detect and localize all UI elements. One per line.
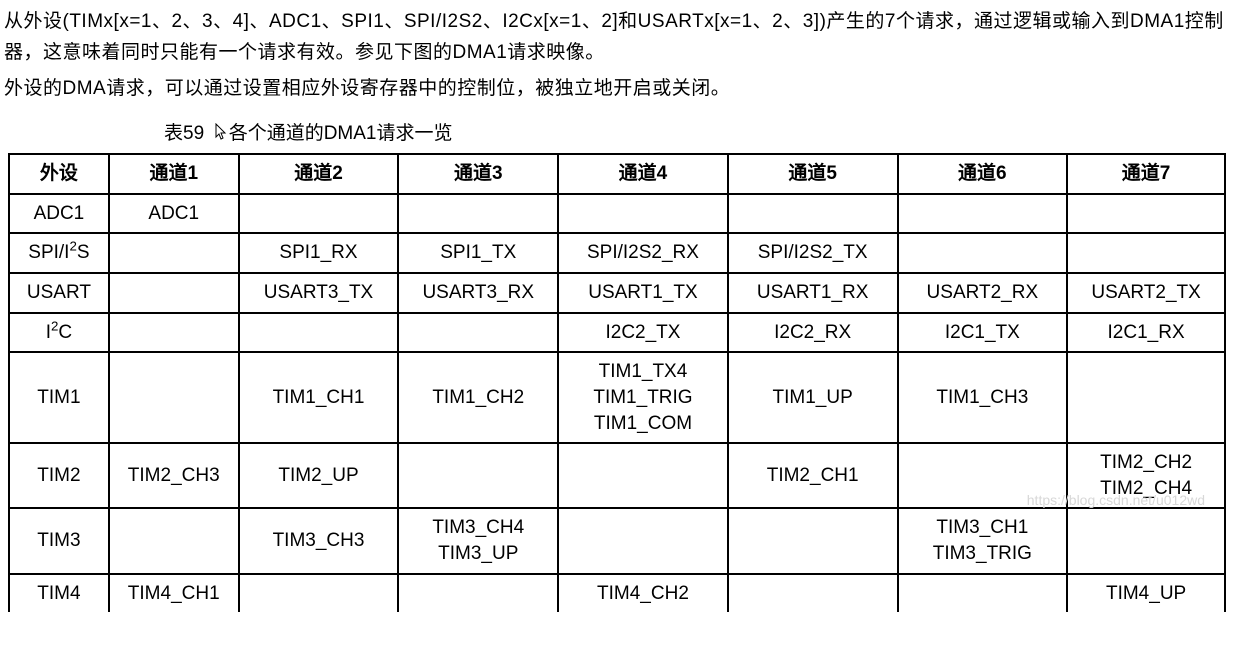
cell: TIM2_CH1 (728, 443, 898, 508)
row-label: SPI/I2S (9, 233, 109, 273)
cell: TIM1_UP (728, 352, 898, 443)
table-row: ADC1ADC1 (9, 194, 1225, 234)
cell (239, 313, 399, 353)
header-ch4: 通道4 (558, 154, 728, 194)
cell (398, 443, 558, 508)
cell: TIM3_CH4TIM3_UP (398, 508, 558, 573)
cell: USART3_RX (398, 273, 558, 313)
cell (728, 194, 898, 234)
cell: I2C2_TX (558, 313, 728, 353)
cell: I2C2_RX (728, 313, 898, 353)
table-body: ADC1ADC1SPI/I2S SPI1_RXSPI1_TXSPI/I2S2_RX… (9, 194, 1225, 613)
cell: TIM4_CH2 (558, 574, 728, 613)
table-row: TIM3 TIM3_CH3TIM3_CH4TIM3_UP TIM3_CH1TIM3_… (9, 508, 1225, 573)
table-row: TIM4TIM4_CH1 TIM4_CH2 TIM4_UP (9, 574, 1225, 613)
cell (398, 574, 558, 613)
cursor-icon (215, 123, 229, 147)
cell (558, 194, 728, 234)
cell (239, 574, 399, 613)
cell: TIM3_CH1TIM3_TRIG (898, 508, 1068, 573)
cell: I2C1_RX (1067, 313, 1225, 353)
table-caption: 表59 各个通道的DMA1请求一览 (4, 118, 1231, 145)
cell: SPI/I2S2_RX (558, 233, 728, 273)
cell: TIM4_CH1 (109, 574, 239, 613)
cell: TIM3_CH3 (239, 508, 399, 573)
header-ch3: 通道3 (398, 154, 558, 194)
cell: SPI1_TX (398, 233, 558, 273)
caption-text: 各个通道的DMA1请求一览 (229, 123, 453, 144)
cell: TIM1_CH3 (898, 352, 1068, 443)
table-row: USART USART3_TXUSART3_RXUSART1_TXUSART1_R… (9, 273, 1225, 313)
cell: USART2_TX (1067, 273, 1225, 313)
header-ch7: 通道7 (1067, 154, 1225, 194)
header-ch5: 通道5 (728, 154, 898, 194)
header-peripheral: 外设 (9, 154, 109, 194)
cell (558, 443, 728, 508)
cell: TIM2_UP (239, 443, 399, 508)
cell (558, 508, 728, 573)
row-label: TIM1 (9, 352, 109, 443)
cell: USART3_TX (239, 273, 399, 313)
table-row: TIM1 TIM1_CH1TIM1_CH2TIM1_TX4TIM1_TRIGTIM… (9, 352, 1225, 443)
row-label: ADC1 (9, 194, 109, 234)
table-row: I2C I2C2_TXI2C2_RXI2C1_TXI2C1_RX (9, 313, 1225, 353)
cell: TIM2_CH3 (109, 443, 239, 508)
intro-paragraph-1: 从外设(TIMx[x=1、2、3、4]、ADC1、SPI1、SPI/I2S2、I… (4, 6, 1231, 69)
cell: TIM4_UP (1067, 574, 1225, 613)
cell (398, 313, 558, 353)
row-label: TIM2 (9, 443, 109, 508)
cell: TIM1_TX4TIM1_TRIGTIM1_COM (558, 352, 728, 443)
cell: USART1_RX (728, 273, 898, 313)
cell: TIM2_CH2TIM2_CH4 (1067, 443, 1225, 508)
cell (1067, 233, 1225, 273)
dma1-request-table: 外设 通道1 通道2 通道3 通道4 通道5 通道6 通道7 ADC1ADC1S… (8, 153, 1226, 612)
cell: USART2_RX (898, 273, 1068, 313)
row-label: TIM3 (9, 508, 109, 573)
cell (898, 233, 1068, 273)
cell (398, 194, 558, 234)
row-label: USART (9, 273, 109, 313)
cell (109, 313, 239, 353)
cell (1067, 194, 1225, 234)
cell (109, 273, 239, 313)
cell: TIM1_CH1 (239, 352, 399, 443)
header-ch2: 通道2 (239, 154, 399, 194)
table-row: TIM2TIM2_CH3TIM2_UP TIM2_CH1 TIM2_CH2TIM2_… (9, 443, 1225, 508)
cell: ADC1 (109, 194, 239, 234)
cell (239, 194, 399, 234)
cell (109, 233, 239, 273)
table-header-row: 外设 通道1 通道2 通道3 通道4 通道5 通道6 通道7 (9, 154, 1225, 194)
header-ch1: 通道1 (109, 154, 239, 194)
caption-prefix: 表59 (164, 123, 204, 144)
cell (109, 352, 239, 443)
header-ch6: 通道6 (898, 154, 1068, 194)
cell (898, 443, 1068, 508)
cell (728, 574, 898, 613)
cell (1067, 352, 1225, 443)
cell (898, 574, 1068, 613)
cell: USART1_TX (558, 273, 728, 313)
row-label: TIM4 (9, 574, 109, 613)
cell: SPI1_RX (239, 233, 399, 273)
cell (1067, 508, 1225, 573)
cell (728, 508, 898, 573)
cell: SPI/I2S2_TX (728, 233, 898, 273)
cell (109, 508, 239, 573)
cell (898, 194, 1068, 234)
cell: I2C1_TX (898, 313, 1068, 353)
cell: TIM1_CH2 (398, 352, 558, 443)
intro-paragraph-2: 外设的DMA请求，可以通过设置相应外设寄存器中的控制位，被独立地开启或关闭。 (4, 73, 1231, 104)
row-label: I2C (9, 313, 109, 353)
table-row: SPI/I2S SPI1_RXSPI1_TXSPI/I2S2_RXSPI/I2S2… (9, 233, 1225, 273)
